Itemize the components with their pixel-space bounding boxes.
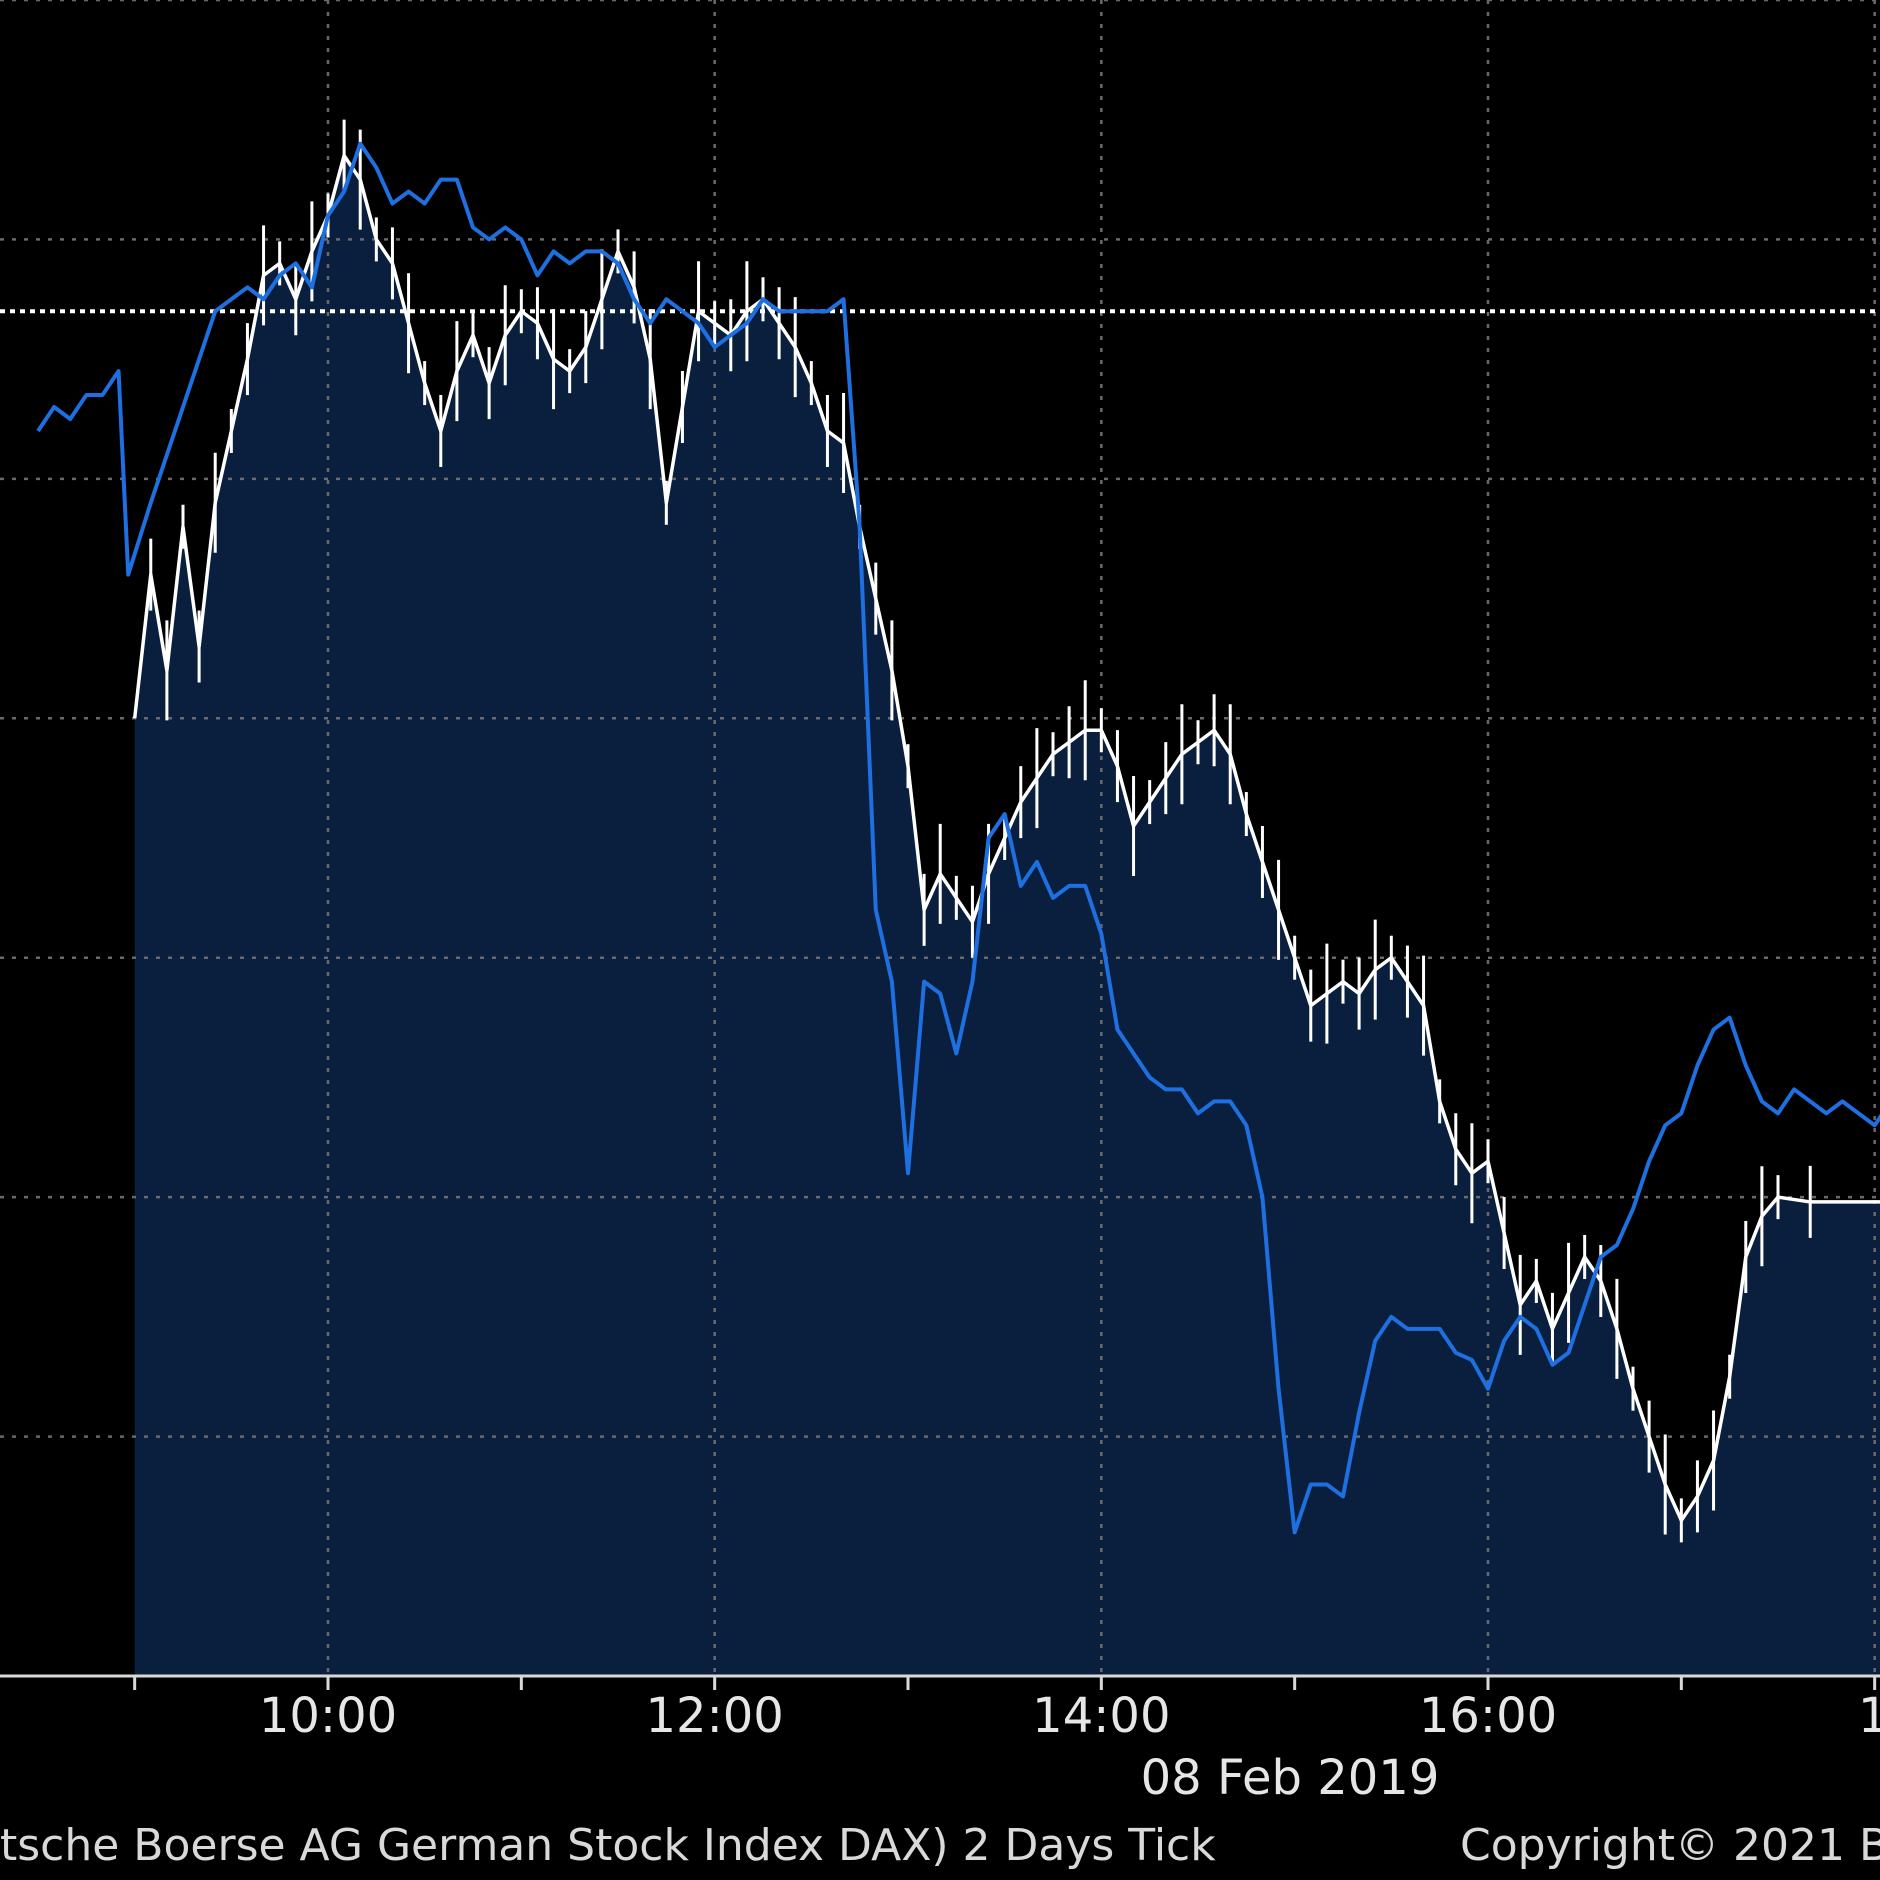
- footer-source-text: tsche Boerse AG German Stock Index DAX) …: [0, 1820, 1216, 1871]
- area-fill-layer: [134, 155, 1880, 1676]
- x-tick-label-layer: 10:00 12:00 14:00 16:00 18:: [259, 1688, 1880, 1744]
- footer-copyright-text: Copyright© 2021 B: [1460, 1820, 1880, 1871]
- x-tick-label: 16:00: [1419, 1688, 1557, 1744]
- x-tick-label: 10:00: [259, 1688, 397, 1744]
- x-tick-layer: [133, 1676, 1877, 1690]
- x-tick-label: 18:: [1858, 1688, 1880, 1744]
- series-1-line: [36, 141, 1880, 1535]
- x-tick-label: 12:00: [646, 1688, 784, 1744]
- x-tick-label: 14:00: [1032, 1688, 1170, 1744]
- series-0-area: [134, 155, 1880, 1676]
- date-label: 08 Feb 2019: [1141, 1750, 1440, 1806]
- series-layer: [36, 119, 1880, 1543]
